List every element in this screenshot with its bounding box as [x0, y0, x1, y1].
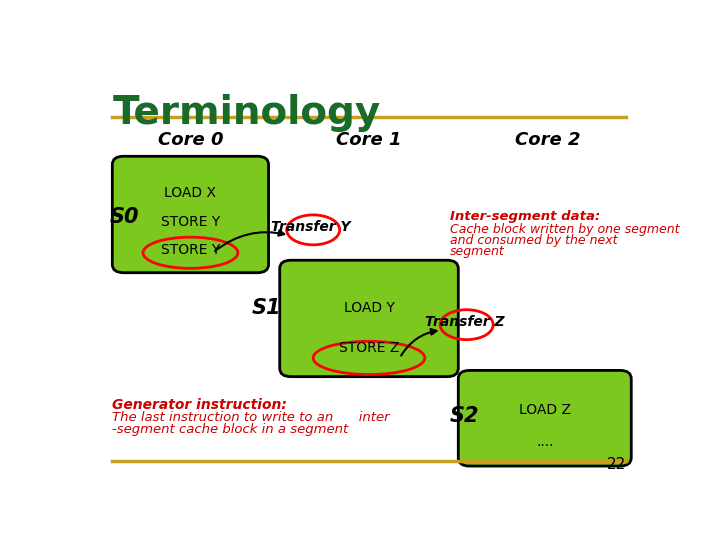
Text: 22: 22	[606, 457, 626, 472]
Text: LOAD Z: LOAD Z	[519, 403, 571, 417]
Text: The last instruction to write to an      inter: The last instruction to write to an inte…	[112, 411, 390, 424]
Text: STORE Z: STORE Z	[339, 341, 399, 355]
Text: S1: S1	[252, 298, 282, 318]
Text: ....: ....	[536, 435, 554, 449]
Text: and consumed by the next: and consumed by the next	[450, 234, 618, 247]
Text: Core 2: Core 2	[515, 131, 580, 149]
Text: -segment cache block in a segment: -segment cache block in a segment	[112, 423, 348, 436]
FancyBboxPatch shape	[112, 156, 269, 273]
Text: LOAD Y: LOAD Y	[343, 301, 395, 315]
Text: Terminology: Terminology	[112, 94, 381, 132]
Text: STORE Y: STORE Y	[161, 214, 220, 228]
Text: Transfer Z: Transfer Z	[425, 315, 504, 329]
Text: Inter-segment data:: Inter-segment data:	[450, 210, 600, 223]
Text: Generator instruction:: Generator instruction:	[112, 398, 287, 412]
FancyBboxPatch shape	[459, 370, 631, 466]
Text: Cache block written by one segment: Cache block written by one segment	[450, 222, 680, 235]
Text: LOAD X: LOAD X	[164, 186, 217, 200]
Text: Core 0: Core 0	[158, 131, 223, 149]
Text: S2: S2	[450, 406, 480, 426]
FancyBboxPatch shape	[279, 260, 458, 377]
Text: Transfer Y: Transfer Y	[271, 220, 351, 234]
Text: segment: segment	[450, 245, 505, 258]
Text: STORE Y: STORE Y	[161, 243, 220, 257]
Text: S0: S0	[109, 207, 139, 227]
Text: Core 1: Core 1	[336, 131, 402, 149]
